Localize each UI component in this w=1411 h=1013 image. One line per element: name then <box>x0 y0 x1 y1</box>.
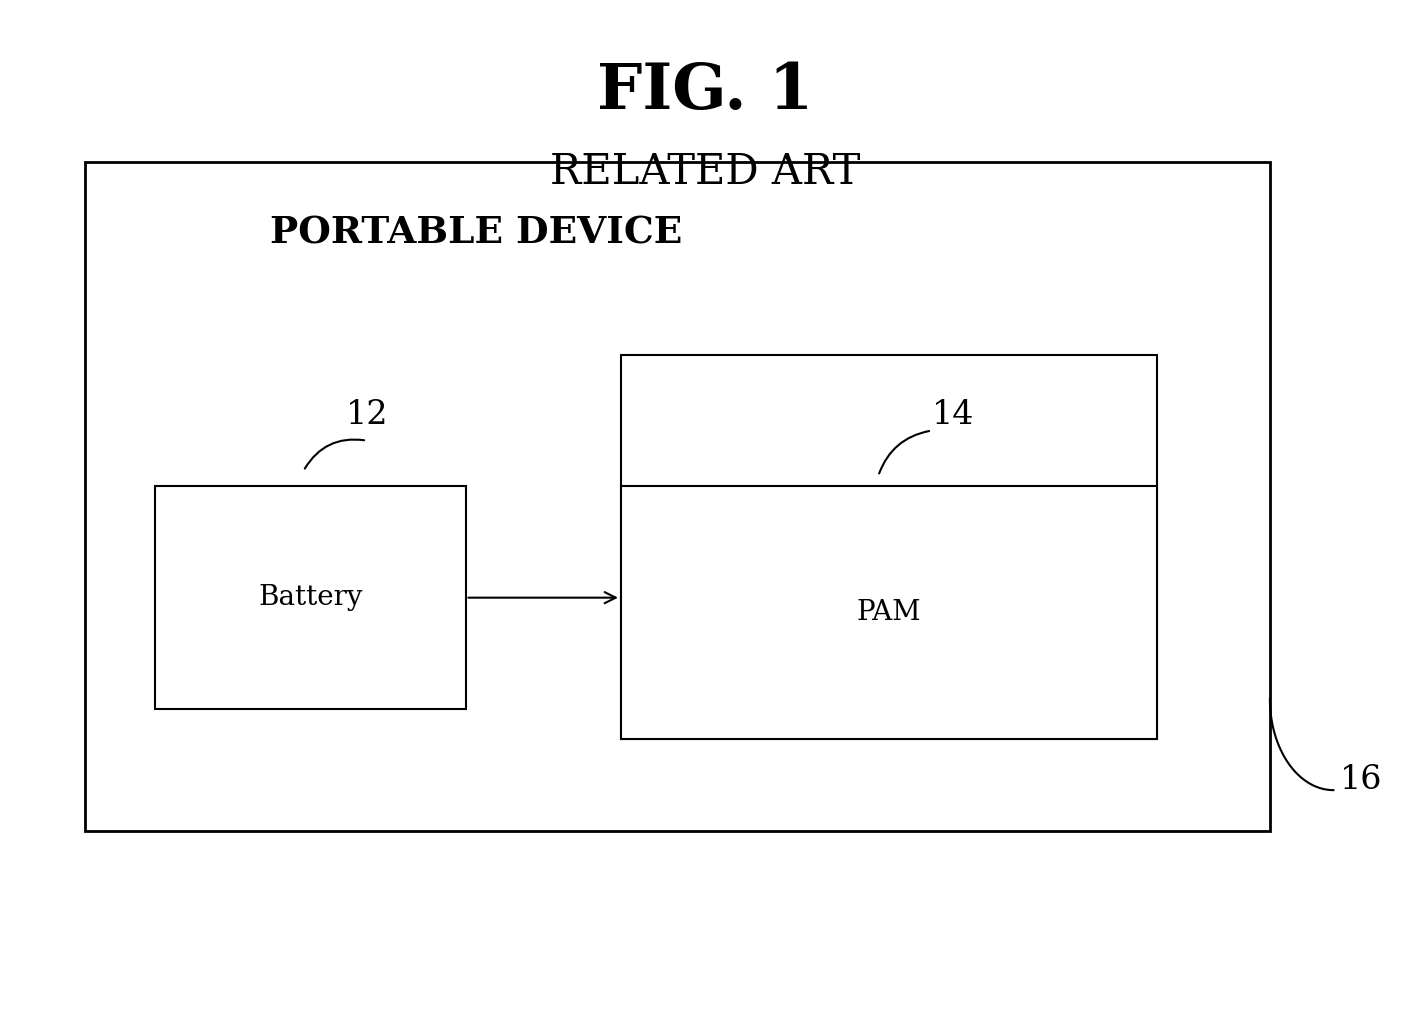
Text: Battery: Battery <box>258 585 363 611</box>
Text: PAM: PAM <box>856 600 921 626</box>
Bar <box>621 486 1157 739</box>
Text: PORTABLE DEVICE: PORTABLE DEVICE <box>270 215 682 251</box>
Bar <box>155 486 466 709</box>
Text: RELATED ART: RELATED ART <box>550 151 861 193</box>
Text: 12: 12 <box>346 399 388 432</box>
Text: 16: 16 <box>1340 764 1383 796</box>
Bar <box>85 162 1270 831</box>
Text: FIG. 1: FIG. 1 <box>597 61 814 122</box>
Bar <box>621 355 1157 739</box>
Text: 14: 14 <box>933 399 975 432</box>
